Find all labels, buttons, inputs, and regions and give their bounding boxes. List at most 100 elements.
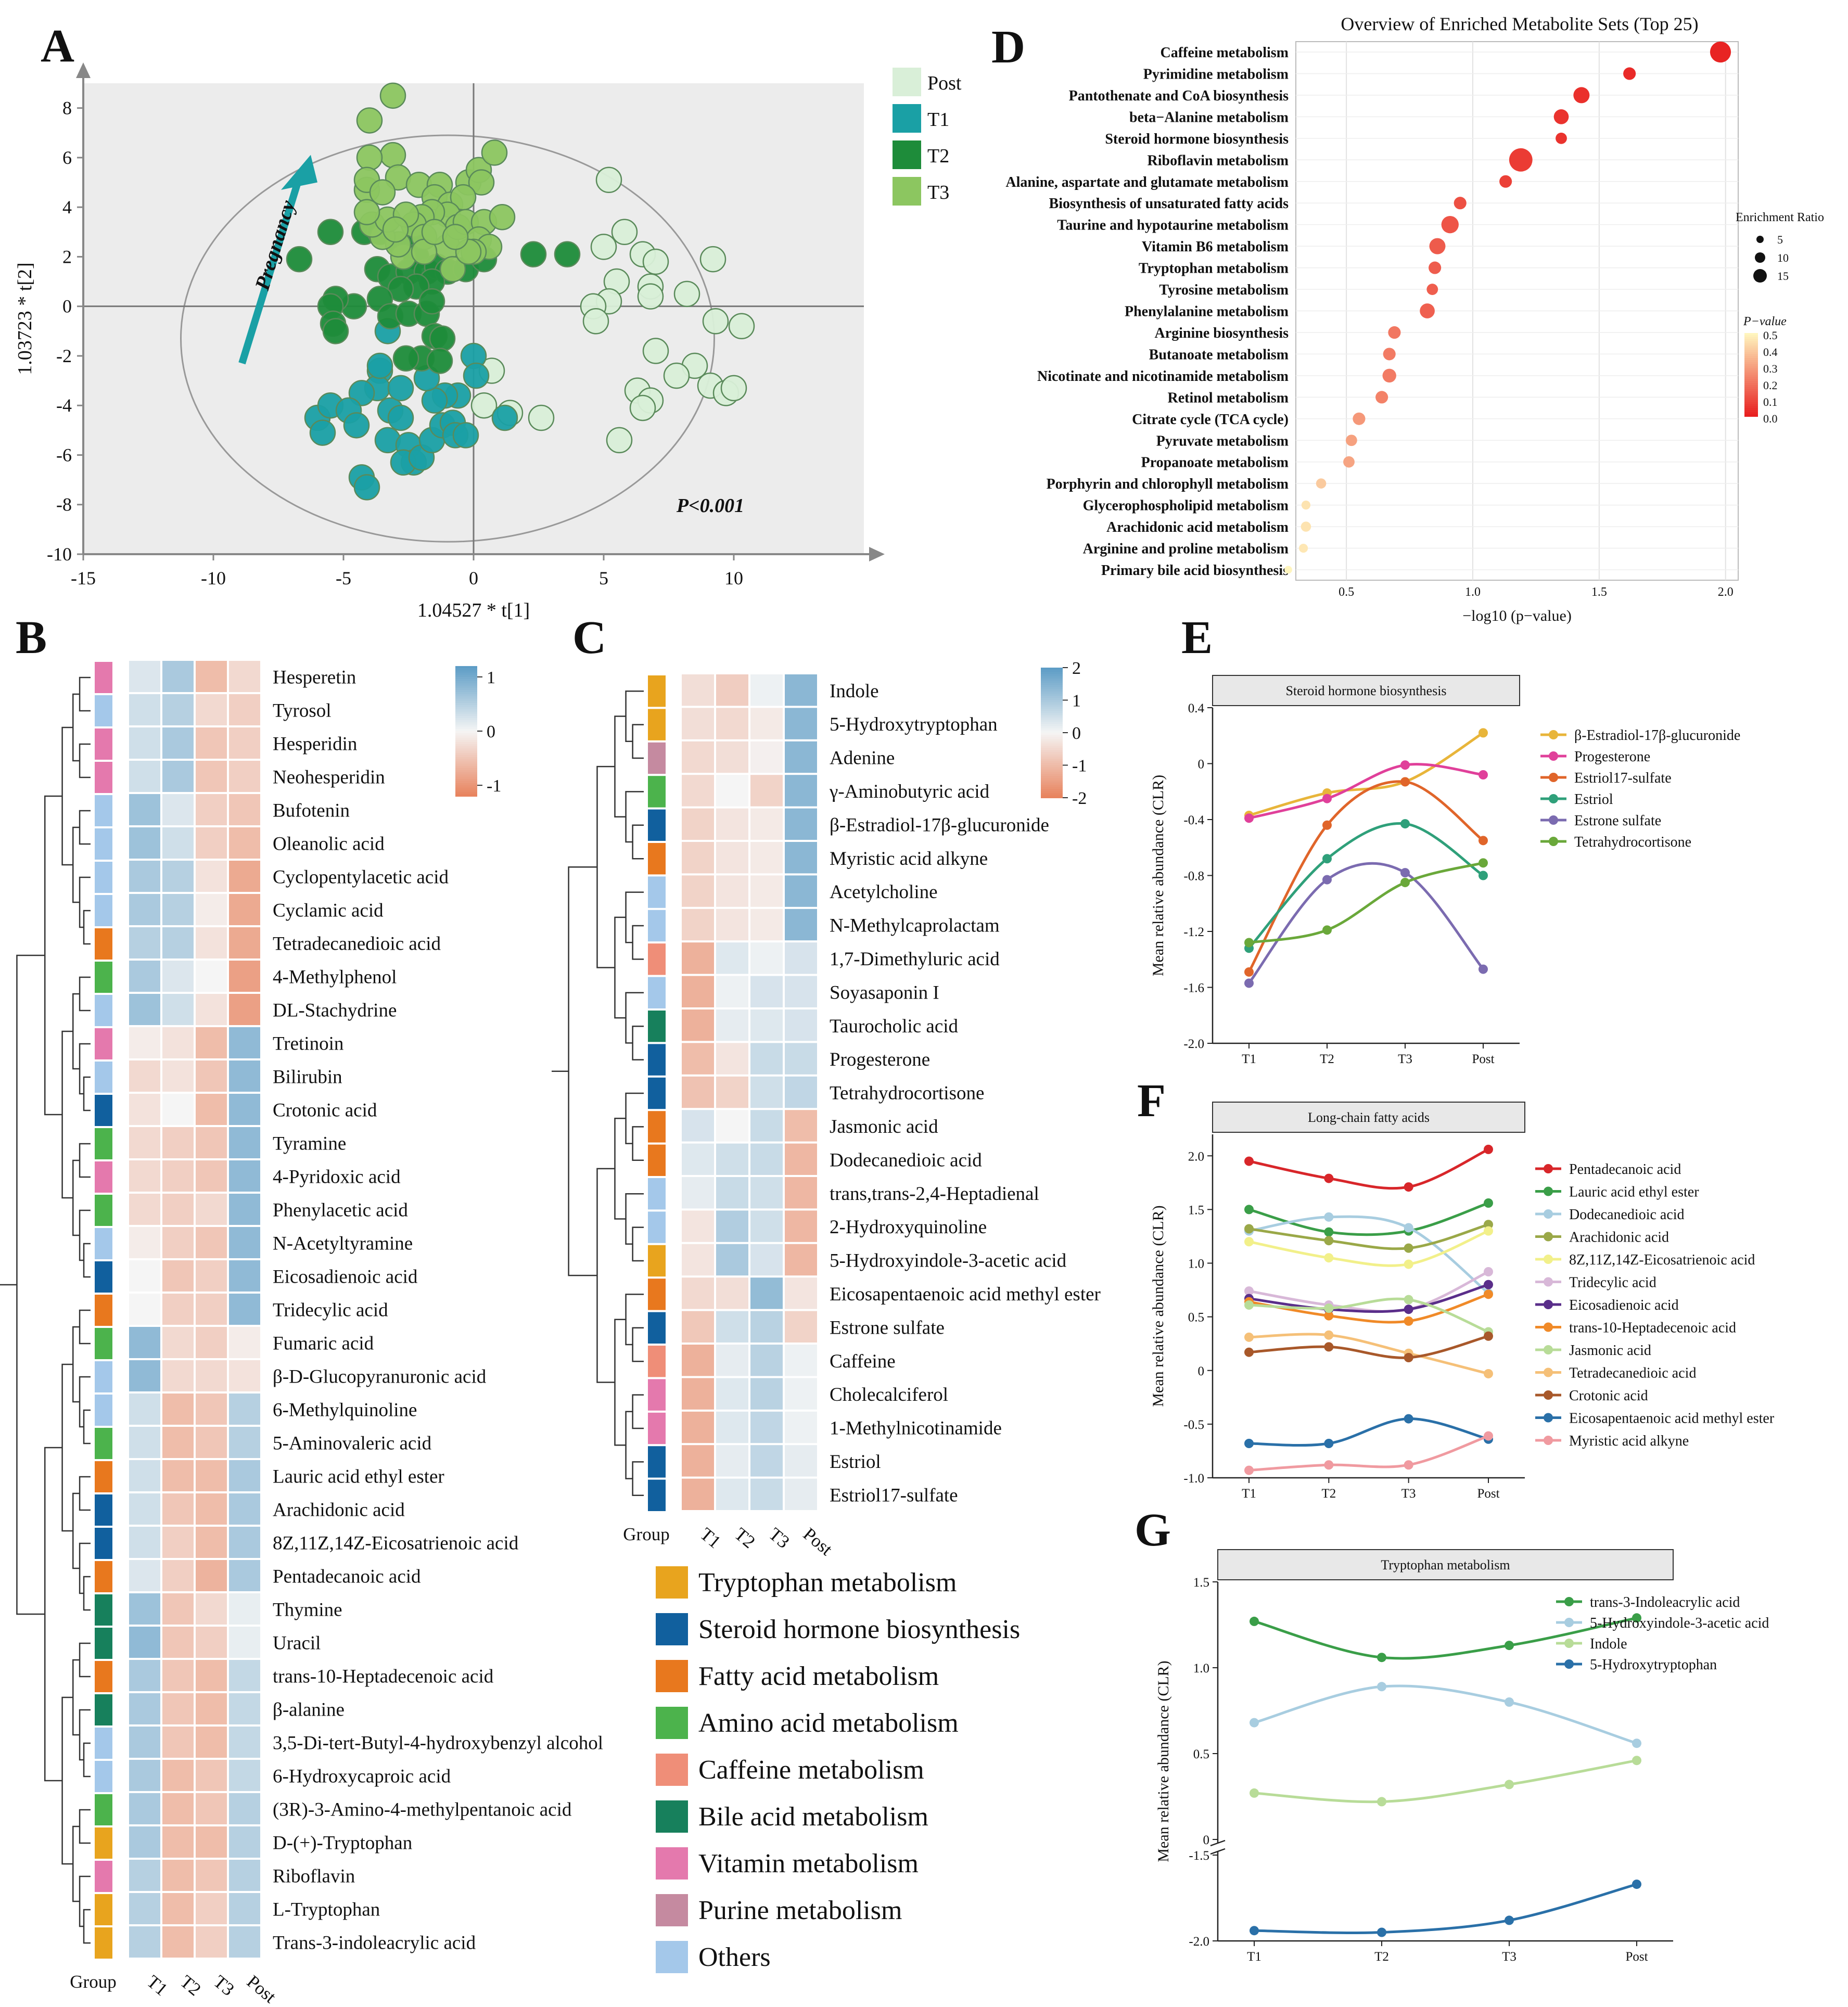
heatmap-cell (682, 1143, 714, 1175)
y-tick-label: -1.0 (1183, 1472, 1204, 1486)
axis-break-mark (1210, 1839, 1226, 1847)
series-point (1484, 1280, 1493, 1289)
y-axis-title: 1.03723 * t[2] (14, 262, 36, 375)
heatmap-cell (129, 1660, 160, 1691)
series-point (1322, 925, 1332, 935)
heatmap-cell (229, 1460, 260, 1491)
heatmap-cell (196, 1427, 227, 1458)
colorbar-step (1041, 674, 1063, 677)
legend-dot (1544, 1164, 1553, 1173)
heatmap-cell (785, 674, 817, 706)
y-tick-label: -2 (56, 346, 72, 366)
heatmap-cell (196, 1493, 227, 1525)
heatmap-cell (129, 1860, 160, 1891)
scatter-point-t1 (452, 422, 479, 449)
heatmap-cell (129, 1693, 160, 1724)
heatmap-cell (750, 1210, 783, 1242)
row-label: Estriol17-sulfate (830, 1485, 958, 1506)
color-legend-step (1744, 412, 1758, 415)
row-label: Adenine (830, 748, 895, 769)
row-label: Tyrosol (273, 700, 332, 722)
dendrogram-branch (625, 690, 644, 743)
series-point (1400, 868, 1410, 878)
color-legend-step (1744, 406, 1758, 408)
color-legend-label: 0.1 (1763, 395, 1778, 408)
dendrogram-branch (72, 1159, 80, 1236)
enrichment-bubble (1556, 132, 1567, 144)
series-point (1324, 1439, 1334, 1448)
series-point (1324, 1236, 1334, 1246)
enrichment-bubble (1343, 456, 1355, 468)
series-point (1250, 1718, 1259, 1728)
scatter-point-t1 (309, 419, 336, 446)
scatter-point-t2 (286, 246, 313, 273)
series-line (1248, 1333, 1489, 1375)
row-group-color (95, 1494, 112, 1526)
heatmap-cell (162, 1127, 194, 1158)
row-group-color (648, 742, 666, 774)
colorbar-step (455, 735, 477, 738)
enrichment-bubble (1388, 326, 1401, 339)
heatmap-cell (750, 674, 783, 706)
scatter-point-t1 (387, 375, 414, 402)
scatter-point-t3 (353, 199, 380, 225)
heatmap-cell (716, 808, 748, 840)
row-group-color (95, 662, 112, 693)
series-point (1244, 1286, 1254, 1296)
legend-dot (1544, 1345, 1553, 1354)
legend-dot (1564, 1618, 1574, 1627)
row-group-color (648, 1312, 666, 1344)
heatmap-cell (716, 775, 748, 807)
heatmap-cell (229, 727, 260, 759)
heatmap-cell (129, 727, 160, 759)
scatter-point-t2 (317, 219, 344, 246)
colorbar-step (1041, 691, 1063, 694)
row-label: 5-Hydroxyindole-3-acetic acid (830, 1250, 1067, 1272)
pathway-label: Nicotinate and nicotinamide metabolism (1037, 368, 1289, 385)
legend-dot (1544, 1277, 1553, 1287)
legend-dot (1564, 1659, 1574, 1669)
heatmap-cell (129, 1560, 160, 1591)
heatmap-cell (229, 1160, 260, 1192)
heatmap-cell (196, 1527, 227, 1558)
heatmap-cell (682, 1311, 714, 1343)
scatter-point-t1 (491, 404, 518, 431)
heatmap-cell (129, 1793, 160, 1824)
pathway-legend-swatch (656, 1613, 688, 1645)
colorbar-step (455, 752, 477, 756)
axis-break-mark (1210, 1848, 1226, 1855)
enrichment-bubble (1623, 67, 1636, 80)
series-point (1244, 1237, 1254, 1247)
series-point (1404, 1316, 1413, 1326)
enrichment-bubble (1284, 566, 1292, 574)
series-point (1400, 819, 1410, 829)
series-point (1404, 1414, 1413, 1424)
colorbar-step (1041, 748, 1063, 751)
heatmap-cell (162, 1360, 194, 1391)
colorbar-step (1041, 733, 1063, 736)
series-line (1248, 861, 1484, 944)
colorbar-step (455, 670, 477, 673)
row-label: 1,7-Dimethyluric acid (830, 949, 1000, 970)
legend-label: Lauric acid ethyl ester (1569, 1184, 1699, 1200)
series-point (1324, 1342, 1334, 1352)
scatter-point-t2 (429, 325, 456, 352)
heatmap-cell (129, 961, 160, 992)
legend-label-t2: T2 (927, 145, 949, 167)
colorbar-step (1041, 787, 1063, 790)
heatmap-cell (129, 1427, 160, 1458)
heatmap-cell (229, 1826, 260, 1858)
x-tick-label: 0 (469, 568, 478, 589)
heatmap-cell (750, 1009, 783, 1041)
legend-label-t1: T1 (927, 109, 949, 131)
color-legend-step (1744, 343, 1758, 346)
colorbar-step (455, 742, 477, 745)
legend-dot (1544, 1413, 1553, 1423)
series-point (1324, 1253, 1334, 1263)
heatmap-cell (716, 942, 748, 974)
heatmap-cell (716, 1110, 748, 1142)
heatmap-cell (162, 1860, 194, 1891)
row-label: Caffeine (830, 1351, 896, 1372)
y-tick-label: 8 (62, 98, 72, 119)
row-label: γ-Aminobutyric acid (829, 781, 990, 802)
